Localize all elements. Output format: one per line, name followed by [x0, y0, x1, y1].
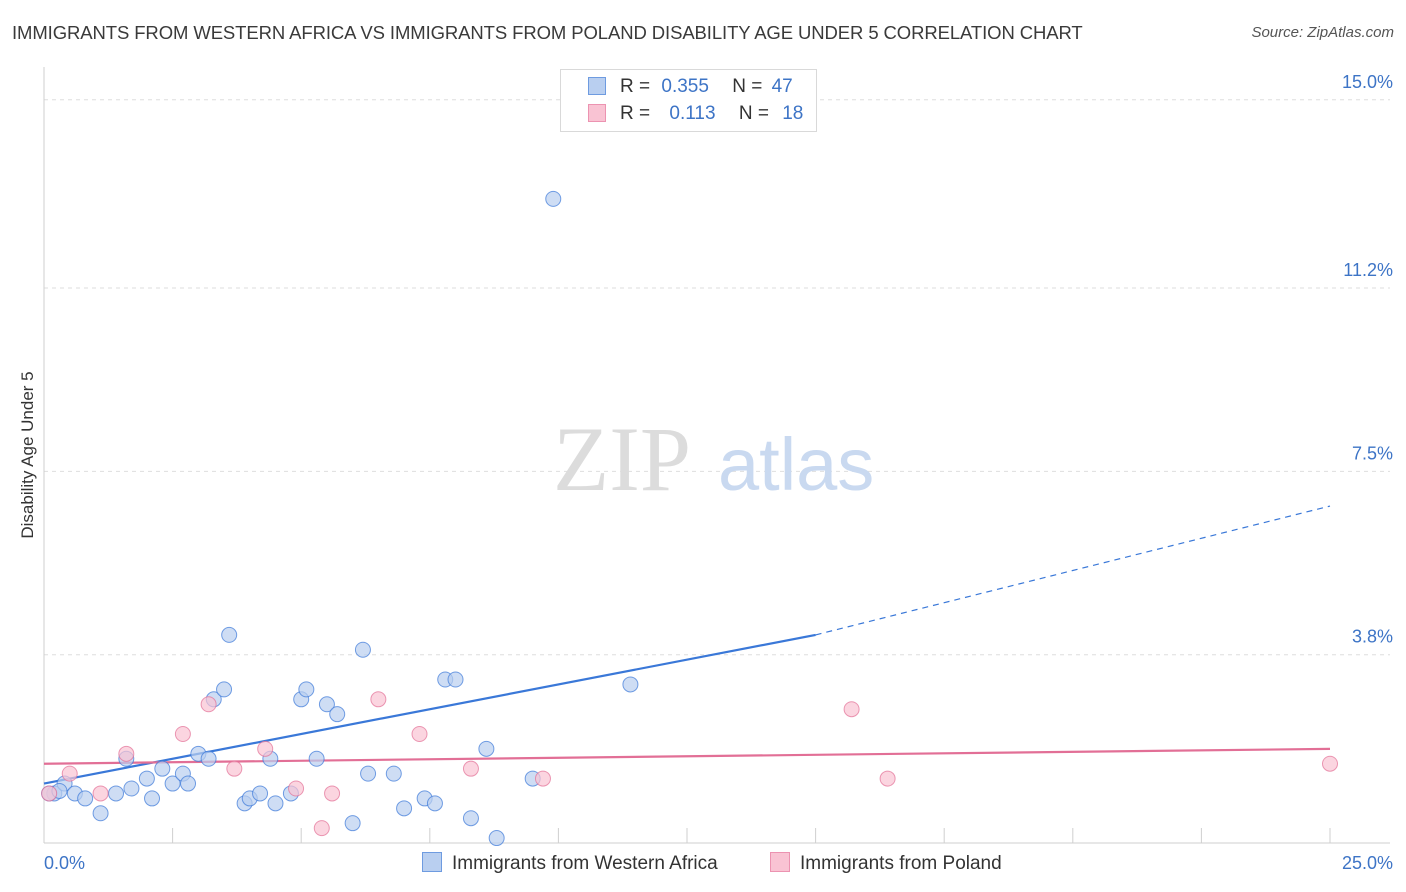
watermark-atlas: atlas	[718, 423, 874, 506]
data-point-blue	[221, 626, 238, 643]
series-legend-western-africa[interactable]: Immigrants from Western Africa	[422, 852, 718, 875]
data-point-blue	[180, 775, 197, 792]
legend-n-label: N =	[738, 103, 769, 124]
series-swatch-blue	[422, 852, 442, 872]
data-point-blue	[426, 795, 443, 812]
legend-swatch-pink	[588, 104, 606, 122]
data-point-blue	[354, 641, 371, 658]
chart-source: Source: ZipAtlas.com	[1251, 24, 1394, 41]
data-point-pink	[200, 696, 217, 713]
data-point-blue	[123, 780, 140, 797]
data-point-pink	[1322, 755, 1338, 772]
data-point-blue	[385, 765, 402, 782]
data-point-pink	[843, 701, 860, 718]
legend-n-value: 18	[782, 103, 804, 124]
data-point-blue	[318, 696, 335, 713]
data-point-blue	[344, 815, 361, 832]
x-tick-label-max: 25.0%	[1342, 853, 1393, 873]
trend-line-blue	[43, 633, 816, 785]
data-point-pink	[879, 770, 896, 787]
data-point-pink	[534, 770, 551, 787]
data-point-pink	[313, 820, 330, 837]
series-label: Immigrants from Western Africa	[452, 853, 718, 874]
data-point-pink	[61, 765, 78, 782]
data-point-blue	[478, 740, 495, 757]
data-point-blue	[216, 681, 233, 698]
legend-r-value: 0.113	[669, 103, 716, 124]
trend-line-pink	[43, 747, 1331, 765]
watermark-zip: ZIP	[553, 408, 691, 510]
series-label: Immigrants from Poland	[800, 853, 1002, 874]
data-point-blue	[308, 750, 325, 767]
y-tick-label: 7.5%	[1352, 443, 1393, 463]
data-point-blue	[200, 750, 217, 767]
data-point-pink	[257, 740, 274, 757]
data-point-blue	[622, 676, 639, 693]
data-point-pink	[118, 745, 135, 762]
data-point-blue	[298, 681, 315, 698]
data-point-blue	[77, 790, 94, 807]
data-point-blue	[545, 190, 562, 207]
y-tick-label: 15.0%	[1342, 72, 1393, 92]
y-tick-label: 11.2%	[1343, 260, 1393, 280]
data-point-blue	[396, 800, 413, 817]
series-swatch-pink	[770, 852, 790, 872]
data-point-blue	[92, 805, 109, 822]
data-point-blue	[154, 760, 171, 777]
data-point-blue	[462, 810, 479, 827]
data-point-blue	[329, 706, 346, 723]
legend-swatch-blue	[588, 77, 606, 95]
data-point-blue	[144, 790, 161, 807]
data-point-pink	[462, 760, 479, 777]
series-legend-poland[interactable]: Immigrants from Poland	[770, 852, 1002, 875]
legend-n-value: 47	[771, 76, 793, 97]
data-point-pink	[92, 785, 109, 802]
chart-title: IMMIGRANTS FROM WESTERN AFRICA VS IMMIGR…	[12, 22, 1083, 43]
data-point-pink	[41, 785, 58, 802]
data-point-pink	[226, 760, 243, 777]
x-tick-label-min: 0.0%	[44, 853, 85, 873]
legend-r-label: R =	[620, 103, 651, 124]
data-point-pink	[411, 725, 428, 742]
data-point-blue	[267, 795, 284, 812]
data-point-blue	[252, 785, 269, 802]
data-point-blue	[138, 770, 155, 787]
data-point-pink	[174, 725, 191, 742]
data-point-pink	[288, 780, 305, 797]
legend-n-label: N =	[732, 76, 763, 97]
data-point-pink	[324, 785, 341, 802]
legend-r-value: 0.355	[661, 76, 709, 97]
data-point-blue	[360, 765, 377, 782]
data-point-blue	[447, 671, 464, 688]
trend-line-extension-blue	[815, 505, 1331, 636]
data-point-blue	[488, 830, 505, 847]
data-point-pink	[370, 691, 387, 708]
data-point-blue	[108, 785, 125, 802]
correlation-legend: R = 0.355 N = 47 R = 0.113 N = 18	[560, 69, 817, 132]
y-tick-label: 3.8%	[1352, 627, 1393, 647]
legend-r-label: R =	[620, 76, 651, 97]
